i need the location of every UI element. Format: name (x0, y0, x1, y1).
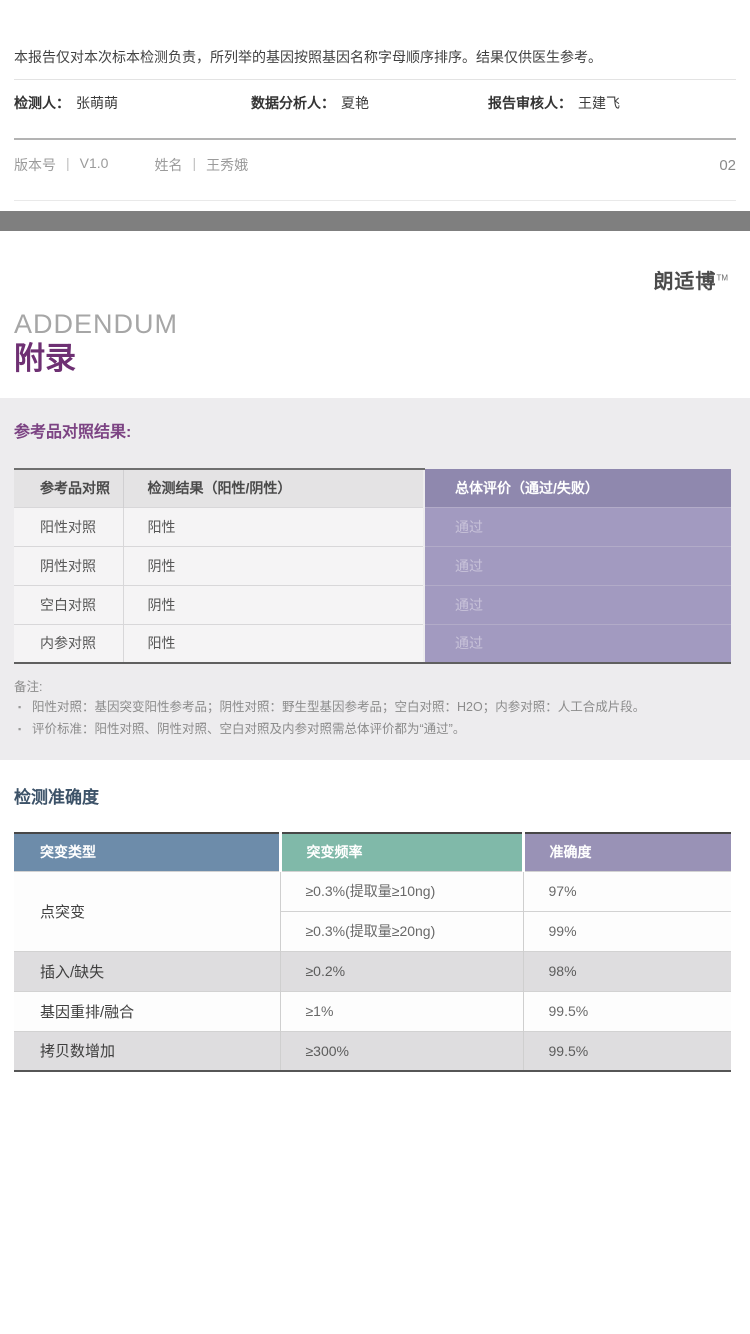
signers-row: 检测人： 张萌萌 数据分析人： 夏艳 报告审核人： 王建飞 (0, 80, 750, 126)
bullet-icon: ▪ (18, 702, 22, 712)
table-row: 拷贝数增加 ≥300% 99.5% (14, 1030, 731, 1072)
separator: | (192, 155, 197, 171)
frequency-cell: ≥1% (279, 990, 523, 1031)
result-cell: 阴性 (122, 545, 424, 585)
accuracy-cell: 99.5% (522, 990, 731, 1031)
version-field: 版本号 | V1.0 (14, 155, 108, 175)
table-header-row: 参考品对照 检测结果（阳性/阴性） 总体评价（通过/失败） (14, 468, 731, 507)
table-row: 基因重排/融合 ≥1% 99.5% (14, 990, 731, 1031)
table-row: 阳性对照 阳性 通过 (14, 506, 731, 546)
accuracy-cell: 98% (522, 950, 731, 991)
patient-name-field: 姓名 | 王秀娥 (154, 155, 248, 175)
table-row: ≥0.3%(提取量≥20ng) 99% (14, 910, 731, 951)
col-header-result: 检测结果（阳性/阴性） (122, 468, 424, 507)
brand-row: 朗适博TM (0, 265, 750, 294)
note-item: ▪ 阳性对照：基因突变阳性参考品；阴性对照：野生型基因参考品；空白对照：H2O；… (14, 696, 736, 718)
brand-logo: 朗适博TM (653, 271, 728, 293)
accuracy-table: 突变类型 突变频率 准确度 点突变 ≥0.3%(提取量≥10ng) 97% ≥0… (14, 832, 731, 1072)
bullet-icon: ▪ (18, 724, 22, 734)
notes-block: 备注: ▪ 阳性对照：基因突变阳性参考品；阴性对照：野生型基因参考品；空白对照：… (14, 678, 736, 740)
evaluation-cell: 通过 (423, 545, 731, 585)
divider-line (14, 200, 736, 201)
result-cell: 阴性 (122, 584, 424, 624)
table-row: 插入/缺失 ≥0.2% 98% (14, 950, 731, 991)
control-cell: 阴性对照 (14, 545, 123, 585)
result-cell: 阳性 (122, 623, 424, 664)
table-row: 内参对照 阳性 通过 (14, 623, 731, 664)
mutation-type-cell: 点突变 (14, 870, 280, 951)
tester-field: 检测人： 张萌萌 (14, 93, 251, 113)
frequency-cell: ≥0.2% (279, 950, 523, 991)
accuracy-cell: 99.5% (522, 1030, 731, 1072)
divider-line (14, 79, 736, 80)
evaluation-cell: 通过 (423, 623, 731, 664)
reference-section-title: 参考品对照结果: (14, 424, 132, 441)
page-number: 02 (719, 156, 736, 174)
notes-title: 备注: (14, 680, 43, 694)
table-row: 空白对照 阴性 通过 (14, 584, 731, 624)
reviewer-label: 报告审核人： (488, 95, 572, 111)
accuracy-section-title: 检测准确度 (14, 788, 99, 807)
divider-line (14, 138, 736, 140)
frequency-cell: ≥0.3%(提取量≥10ng) (279, 870, 523, 911)
patient-name-value: 王秀娥 (206, 157, 249, 173)
separator: | (66, 155, 70, 171)
note-text: 评价标准：阳性对照、阴性对照、空白对照及内参对照需总体评价都为“通过”。 (32, 722, 466, 736)
result-cell: 阳性 (122, 506, 424, 546)
table-row: 阴性对照 阴性 通过 (14, 545, 731, 585)
analyst-label: 数据分析人： (251, 95, 335, 111)
accuracy-cell: 97% (522, 870, 731, 911)
mutation-type-cell: 基因重排/融合 (14, 990, 280, 1031)
frequency-cell: ≥0.3%(提取量≥20ng) (279, 910, 523, 951)
mutation-type-cell: 插入/缺失 (14, 950, 280, 991)
note-item: ▪ 评价标准：阳性对照、阴性对照、空白对照及内参对照需总体评价都为“通过”。 (14, 718, 736, 740)
col-header-mutation-frequency: 突变频率 (280, 832, 525, 871)
frequency-cell: ≥300% (279, 1030, 523, 1072)
control-cell: 阳性对照 (14, 506, 123, 546)
note-text: 阳性对照：基因突变阳性参考品；阴性对照：野生型基因参考品；空白对照：H2O；内参… (32, 700, 646, 714)
col-header-control: 参考品对照 (14, 468, 123, 507)
meta-row: 版本号 | V1.0 姓名 | 王秀娥 02 (0, 140, 750, 188)
version-label: 版本号 (14, 157, 56, 173)
mutation-type-cell: 拷贝数增加 (14, 1030, 280, 1072)
control-cell: 空白对照 (14, 584, 123, 624)
version-value: V1.0 (79, 155, 109, 171)
report-disclaimer: 本报告仅对本次标本检测负责，所列举的基因按照基因名称字母顺序排序。结果仅供医生参… (14, 49, 602, 65)
accuracy-cell: 99% (522, 910, 731, 951)
addendum-heading-zh: 附录 (14, 341, 76, 376)
reference-control-table: 参考品对照 检测结果（阳性/阴性） 总体评价（通过/失败） 阳性对照 阳性 通过… (14, 468, 731, 664)
tester-name: 张萌萌 (76, 95, 118, 111)
col-header-accuracy: 准确度 (523, 832, 731, 871)
analyst-name: 夏艳 (341, 95, 369, 111)
evaluation-cell: 通过 (423, 584, 731, 624)
col-header-mutation-type: 突变类型 (14, 832, 282, 871)
reviewer-field: 报告审核人： 王建飞 (488, 93, 725, 113)
table-row: 点突变 ≥0.3%(提取量≥10ng) 97% (14, 870, 731, 951)
reviewer-name: 王建飞 (578, 95, 620, 111)
patient-name-label: 姓名 (154, 157, 183, 173)
addendum-heading-en: ADDENDUM (14, 309, 179, 339)
reference-control-section: 参考品对照结果: 参考品对照 检测结果（阳性/阴性） 总体评价（通过/失败） 阳… (0, 398, 750, 760)
control-cell: 内参对照 (14, 623, 123, 664)
evaluation-cell: 通过 (423, 506, 731, 546)
tester-label: 检测人： (14, 95, 70, 111)
analyst-field: 数据分析人： 夏艳 (251, 93, 488, 113)
col-header-evaluation: 总体评价（通过/失败） (423, 469, 731, 507)
section-divider-bar (0, 211, 750, 231)
table-header-row: 突变类型 突变频率 准确度 (14, 832, 731, 871)
trademark-symbol: TM (716, 273, 728, 283)
